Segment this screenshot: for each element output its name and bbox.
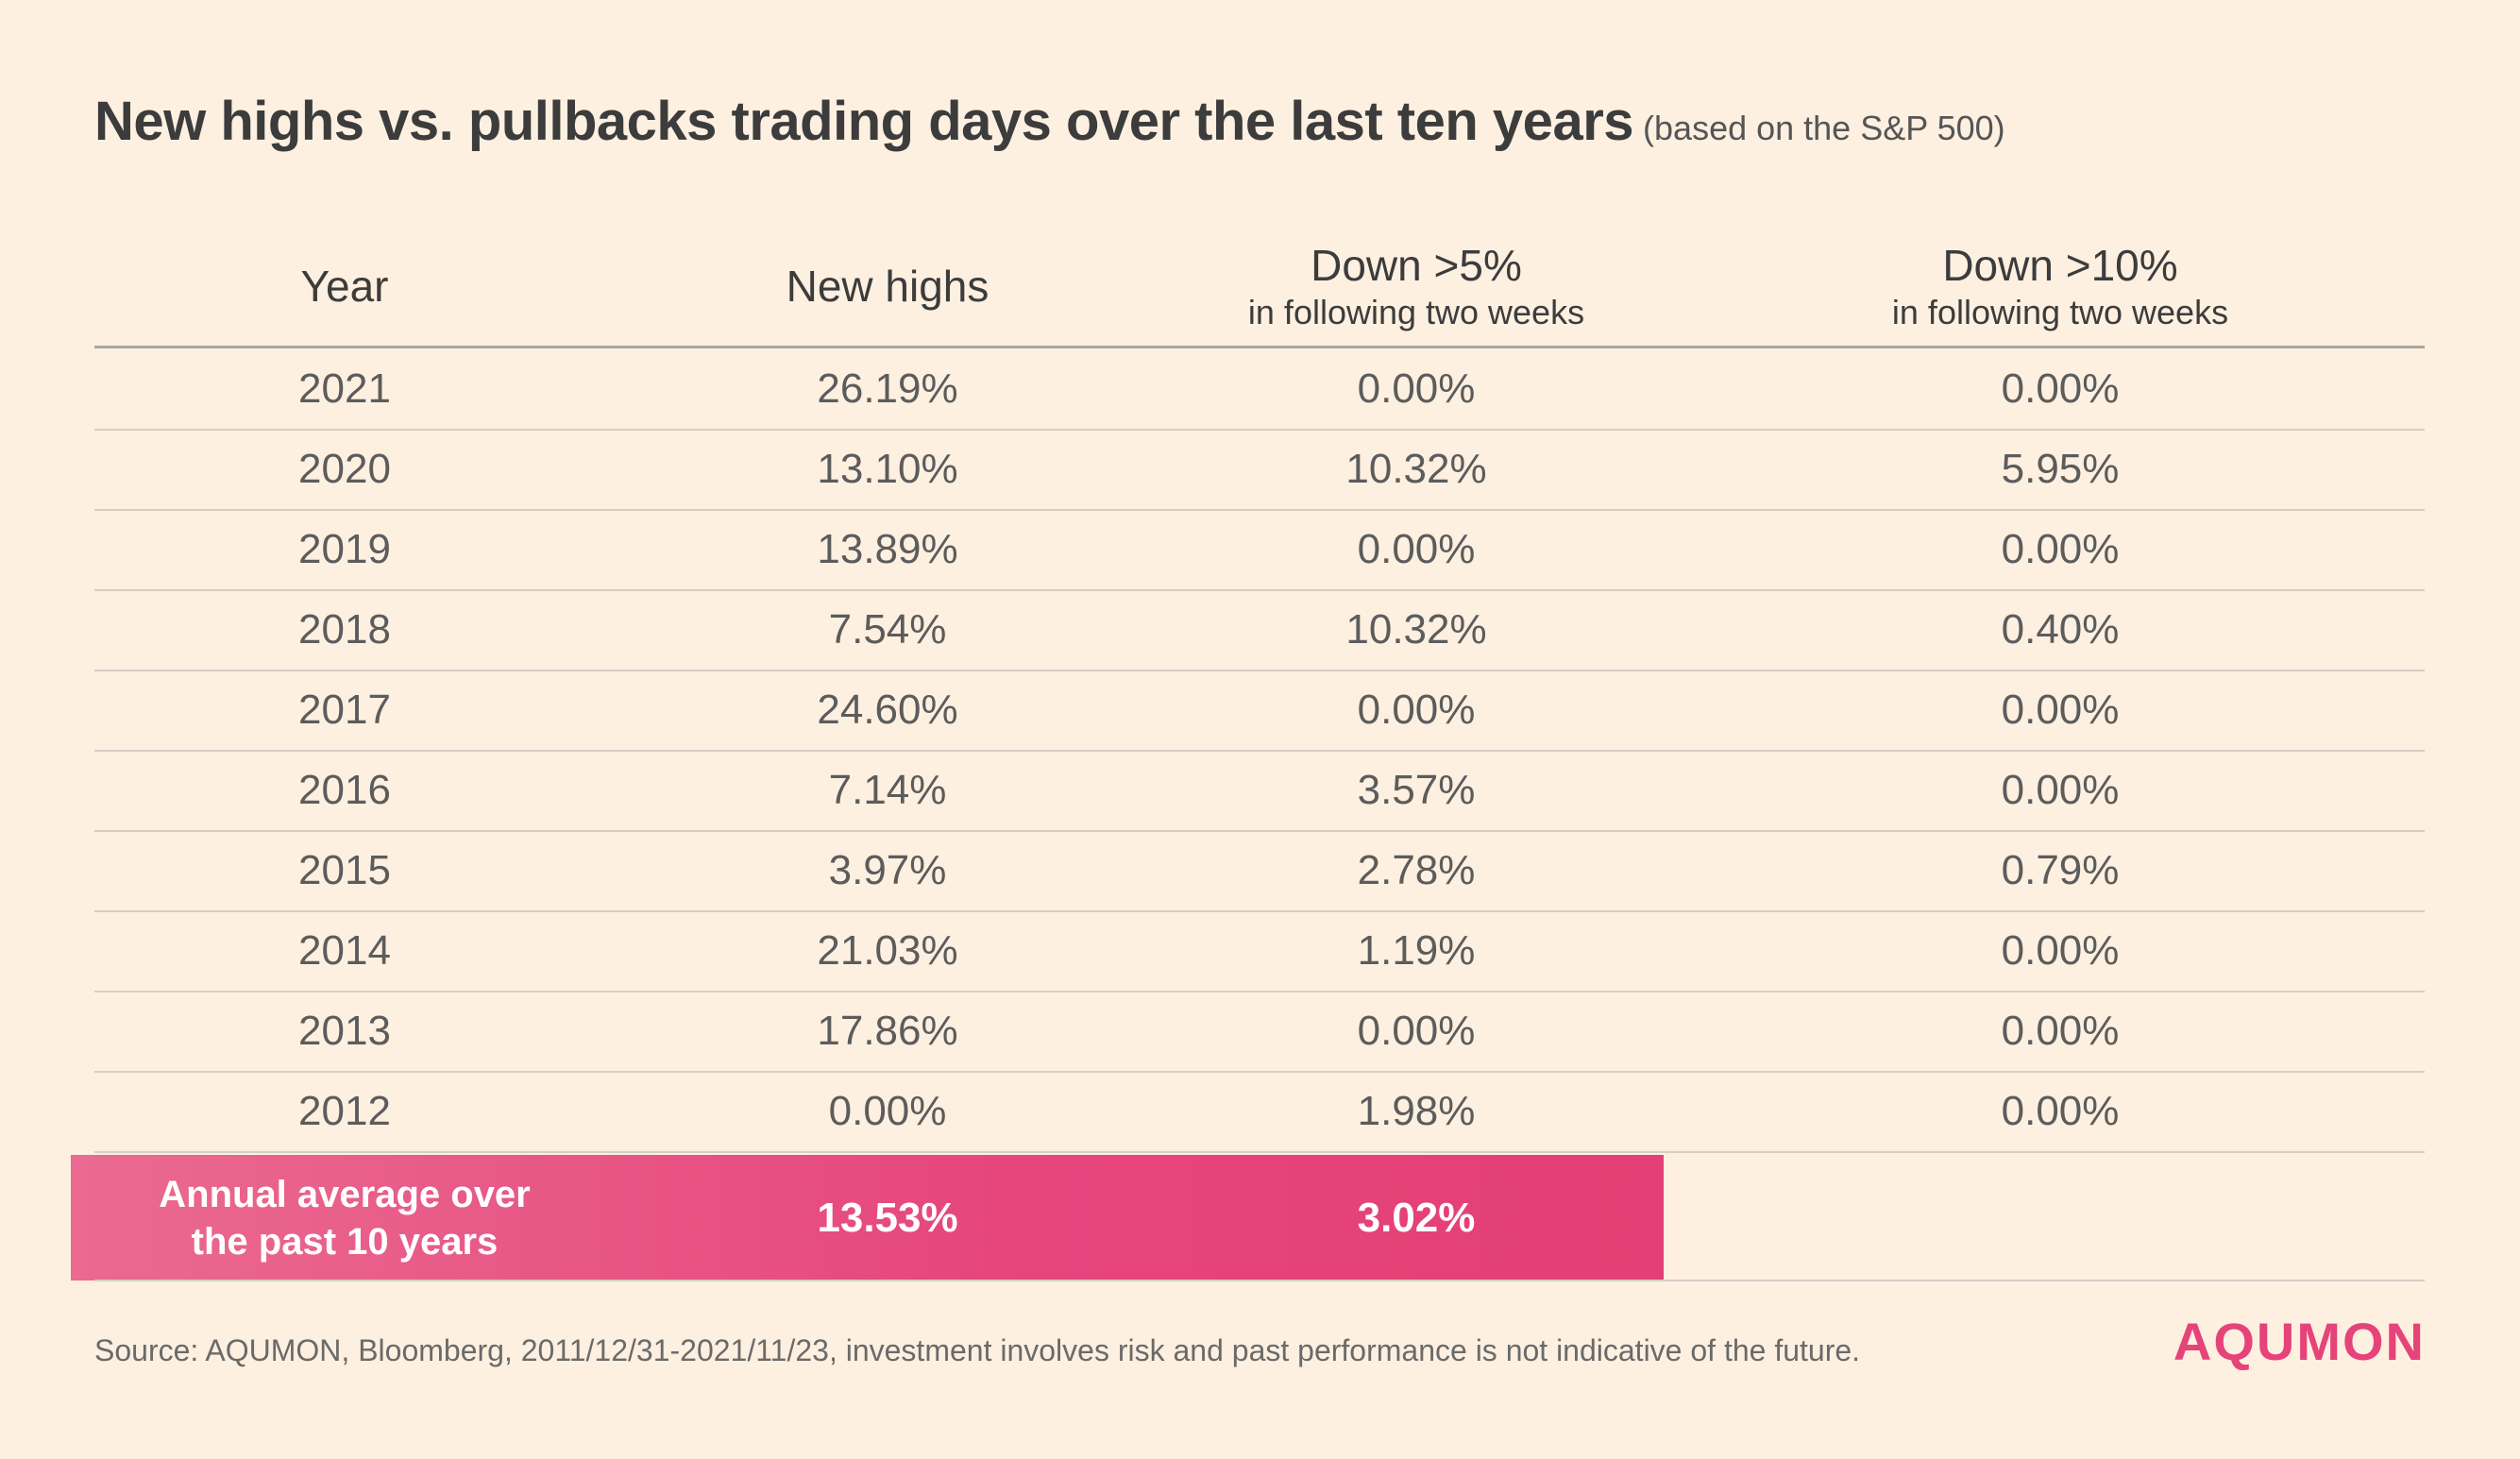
average-new-highs: 13.53% <box>817 1195 958 1241</box>
cell-new-highs: 24.60% <box>817 687 958 733</box>
cell-down-5: 10.32% <box>1345 446 1487 492</box>
cell-down-10: 0.00% <box>2001 1008 2120 1054</box>
table-header: Year New highs Down >5% in following two… <box>94 227 2425 348</box>
cell-down-5: 1.19% <box>1357 927 1476 974</box>
average-label-line2: the past 10 years <box>191 1220 499 1263</box>
table-row: 2012 0.00% 1.98% 0.00% <box>94 1071 2425 1153</box>
cell-new-highs: 0.00% <box>828 1088 947 1134</box>
cell-down-5: 0.00% <box>1357 526 1476 572</box>
cell-new-highs: 21.03% <box>817 927 958 974</box>
cell-down-10: 0.00% <box>2001 1088 2120 1134</box>
cell-year: 2018 <box>298 606 391 653</box>
cell-year: 2012 <box>298 1088 391 1134</box>
cell-year: 2014 <box>298 927 391 974</box>
header-new-highs: New highs <box>786 227 989 346</box>
header-year-label: Year <box>300 262 389 311</box>
cell-year: 2013 <box>298 1008 391 1054</box>
cell-down-5: 1.98% <box>1357 1088 1476 1134</box>
cell-down-5: 3.57% <box>1357 767 1476 813</box>
header-down-5-label: Down >5% <box>1311 241 1522 290</box>
chart-title: New highs vs. pullbacks trading days ove… <box>94 91 1634 152</box>
header-down-10: Down >10% in following two weeks <box>1892 227 2228 346</box>
header-year: Year <box>301 227 389 346</box>
cell-new-highs: 26.19% <box>817 365 958 412</box>
cell-year: 2021 <box>298 365 391 412</box>
cell-year: 2015 <box>298 847 391 893</box>
brand-logo: AQUMON <box>2173 1312 2426 1371</box>
cell-new-highs: 7.54% <box>828 606 947 653</box>
cell-down-5: 2.78% <box>1357 847 1476 893</box>
cell-year: 2020 <box>298 446 391 492</box>
table-row: 2021 26.19% 0.00% 0.00% <box>94 348 2425 431</box>
cell-down-10: 0.00% <box>2001 927 2120 974</box>
table-row: 2013 17.86% 0.00% 0.00% <box>94 991 2425 1073</box>
cell-year: 2017 <box>298 687 391 733</box>
average-label: Annual average over the past 10 years <box>127 1155 562 1281</box>
cell-down-10: 0.00% <box>2001 767 2120 813</box>
table-row: 2014 21.03% 1.19% 0.00% <box>94 910 2425 992</box>
cell-new-highs: 7.14% <box>828 767 947 813</box>
header-new-highs-label: New highs <box>786 262 989 311</box>
table-row: 2017 24.60% 0.00% 0.00% <box>94 670 2425 752</box>
cell-new-highs: 13.89% <box>817 526 958 572</box>
cell-year: 2016 <box>298 767 391 813</box>
cell-down-5: 0.00% <box>1357 1008 1476 1054</box>
cell-new-highs: 13.10% <box>817 446 958 492</box>
cell-down-10: 0.00% <box>2001 687 2120 733</box>
table-row: 2020 13.10% 10.32% 5.95% <box>94 429 2425 511</box>
cell-year: 2019 <box>298 526 391 572</box>
average-label-line1: Annual average over <box>159 1173 531 1215</box>
cell-down-5: 0.00% <box>1357 365 1476 412</box>
cell-down-5: 10.32% <box>1345 606 1487 653</box>
cell-down-5: 0.00% <box>1357 687 1476 733</box>
header-down-10-label: Down >10% <box>1942 241 2178 290</box>
header-down-10-sub: in following two weeks <box>1891 293 2229 331</box>
table-row: 2019 13.89% 0.00% 0.00% <box>94 509 2425 591</box>
table-row: 2016 7.14% 3.57% 0.00% <box>94 750 2425 832</box>
cell-down-10: 0.00% <box>2001 526 2120 572</box>
average-row-divider <box>94 1280 2425 1281</box>
chart-title-area: New highs vs. pullbacks trading days ove… <box>94 90 2005 153</box>
table-row: 2018 7.54% 10.32% 0.40% <box>94 589 2425 671</box>
header-down-5-sub: in following two weeks <box>1247 293 1585 331</box>
cell-new-highs: 3.97% <box>828 847 947 893</box>
cell-down-10: 5.95% <box>2001 446 2120 492</box>
average-down-5: 3.02% <box>1357 1195 1476 1241</box>
cell-down-10: 0.79% <box>2001 847 2120 893</box>
cell-down-10: 0.00% <box>2001 365 2120 412</box>
source-note: Source: AQUMON, Bloomberg, 2011/12/31-20… <box>94 1333 1861 1367</box>
header-down-5: Down >5% in following two weeks <box>1248 227 1584 346</box>
average-highlight-bar <box>71 1155 1664 1281</box>
table-row: 2015 3.97% 2.78% 0.79% <box>94 830 2425 912</box>
cell-down-10: 0.40% <box>2001 606 2120 653</box>
cell-new-highs: 17.86% <box>817 1008 958 1054</box>
chart-subtitle: (based on the S&P 500) <box>1643 109 2005 147</box>
